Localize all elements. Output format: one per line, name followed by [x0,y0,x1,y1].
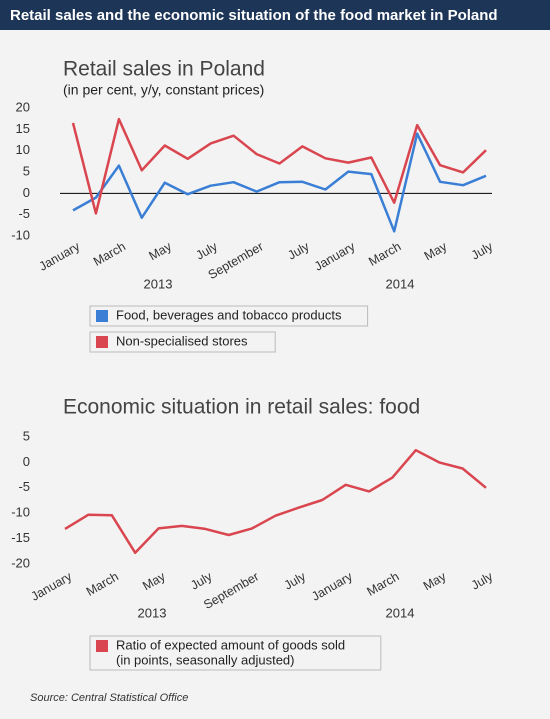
x-tick-label: May [422,239,450,263]
header-bar [0,0,550,30]
x-tick-label: May [421,569,449,593]
legend-box [89,331,276,353]
legend-swatch [96,310,108,322]
chart-title: Economic situation in retail sales: food [63,396,420,419]
y-tick-label: -15 [11,530,30,545]
x-tick-label: March [365,569,402,599]
x-tick-label: July [285,239,312,263]
y-tick-label: 15 [16,121,30,136]
x-tick-label: July [469,569,496,593]
header-title: Retail sales and the economic situation … [10,7,498,24]
series-line [64,448,487,555]
x-tick-label: July [194,239,221,263]
source: Source: Central Statistical Office [30,692,188,704]
legend-swatch [96,336,108,348]
x-tick-label: July [282,569,309,593]
x-tick-label: January [312,239,358,274]
legend-swatch [96,640,108,652]
x-tick-label: March [91,239,128,269]
x-tick-label: January [29,569,75,604]
x-tick-label: May [140,569,168,593]
y-tick-label: -5 [18,206,30,221]
y-tick-label: 0 [23,185,30,200]
legend-box [89,635,382,671]
x-tick-label: July [188,569,215,593]
y-tick-label: 10 [16,142,30,157]
legend-label: Non-specialised stores [116,333,248,348]
x-tick-label: January [37,239,83,274]
legend-box [89,305,369,327]
year-label: 2013 [144,276,173,291]
x-tick-label: July [469,239,496,263]
y-tick-label: -10 [11,505,30,520]
chart-subtitle: (in per cent, y/y, constant prices) [63,82,264,98]
x-tick-label: March [84,569,121,599]
y-tick-label: 20 [16,99,30,114]
legend-note: (in points, seasonally adjusted) [116,652,295,667]
x-tick-label: January [309,569,355,604]
y-tick-label: 5 [23,163,30,178]
legend-label: Food, beverages and tobacco products [116,307,342,322]
y-tick-label: -10 [11,227,30,242]
y-tick-label: 5 [23,428,30,443]
x-tick-label: May [146,239,174,263]
legend-label: Ratio of expected amount of goods sold [116,637,345,652]
chart-title: Retail sales in Poland [63,58,265,81]
series-line [71,117,487,215]
year-label: 2013 [138,605,167,620]
y-tick-label: -5 [18,479,30,494]
year-label: 2014 [386,605,415,620]
series-line [72,132,487,233]
year-label: 2014 [386,276,415,291]
y-tick-label: 0 [23,454,30,469]
x-tick-label: March [366,239,403,269]
y-tick-label: -20 [11,555,30,570]
